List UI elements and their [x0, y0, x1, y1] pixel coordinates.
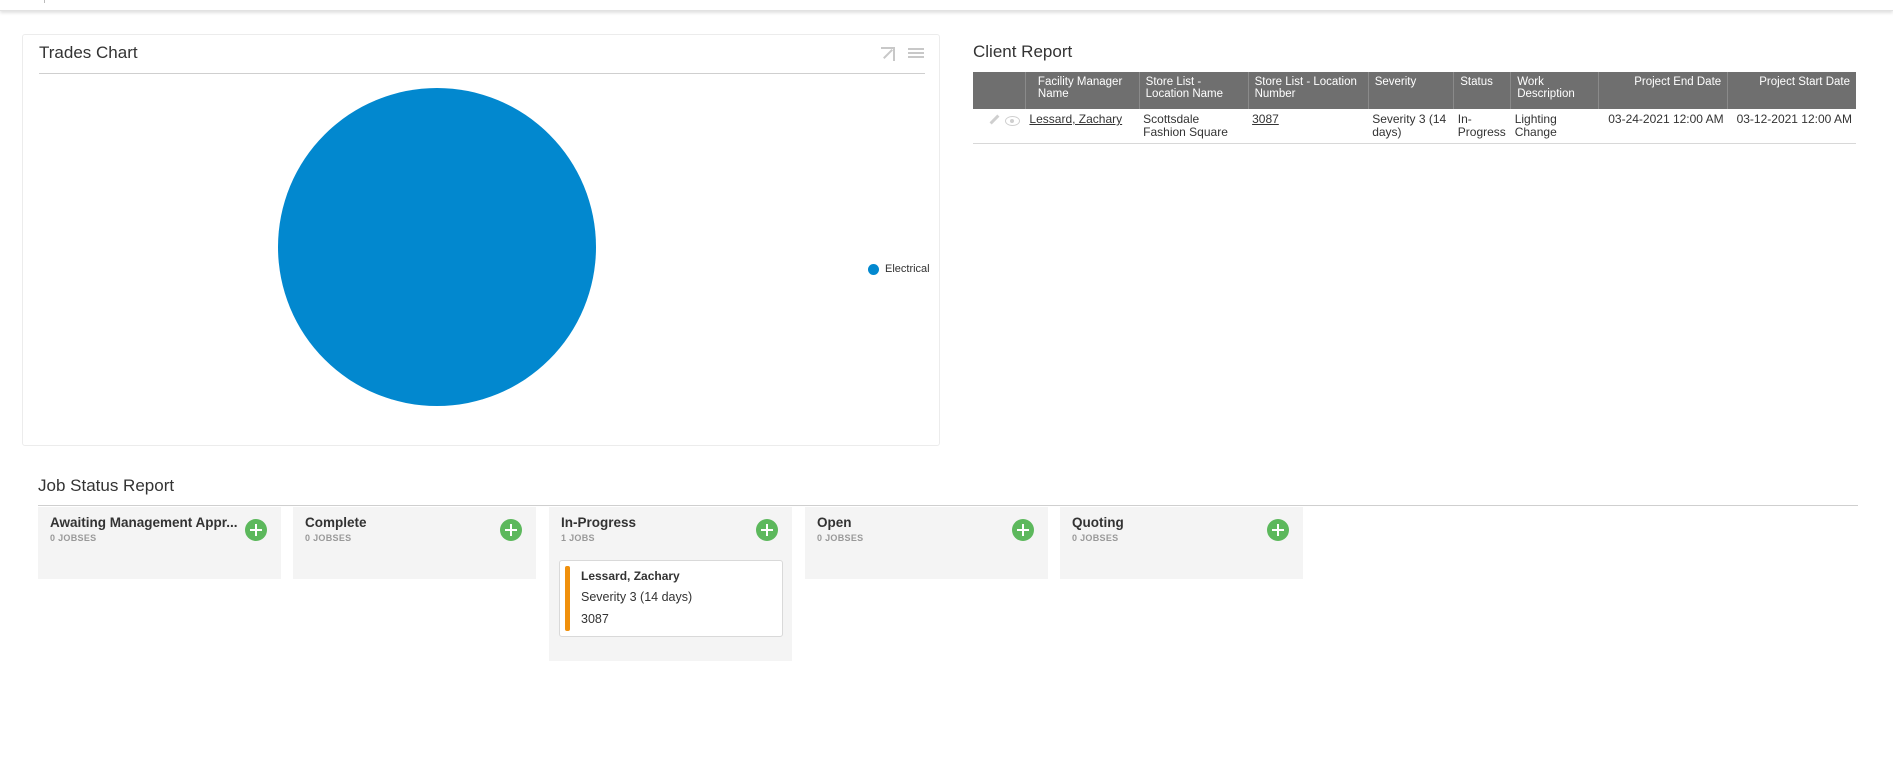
card-manager-name: Lessard, Zachary	[581, 569, 680, 583]
col-facility-manager[interactable]: Facility Manager Name	[1025, 72, 1140, 109]
card-status-bar	[565, 566, 570, 631]
client-report-title: Client Report	[973, 42, 1073, 61]
top-bar	[0, 0, 1893, 11]
lane-count: 1 JOBS	[561, 533, 595, 543]
legend-label-electrical: Electrical	[885, 263, 930, 275]
col-actions	[973, 72, 1026, 109]
row-actions-cell	[973, 109, 1026, 144]
pie-slice-electrical[interactable]	[278, 88, 596, 406]
lane-complete: Complete 0 JOBSES	[293, 507, 536, 579]
cell-facility-manager: Lessard, Zachary	[1025, 109, 1140, 144]
job-card[interactable]: Lessard, Zachary Severity 3 (14 days) 30…	[559, 560, 783, 637]
add-job-button[interactable]	[1012, 519, 1034, 541]
lane-count: 0 JOBSES	[1072, 533, 1119, 543]
cell-status: In-Progress	[1453, 109, 1511, 144]
col-location-number[interactable]: Store List - Location Number	[1248, 72, 1369, 109]
cell-location-number: 3087	[1248, 109, 1369, 144]
cell-project-end-date: 03-24-2021 12:00 AM	[1598, 109, 1728, 144]
row-actions	[977, 113, 1021, 126]
lane-awaiting-management-approval: Awaiting Management Appr... 0 JOBSES	[38, 507, 281, 579]
menu-icon[interactable]	[907, 45, 925, 61]
legend-swatch	[868, 263, 879, 275]
job-status-divider	[38, 505, 1858, 506]
job-status-title: Job Status Report	[38, 476, 175, 495]
table-row: Lessard, Zachary Scottsdale Fashion Squa…	[973, 109, 1856, 144]
lane-in-progress: In-Progress 1 JOBS Lessard, Zachary Seve…	[549, 507, 792, 661]
lane-open: Open 0 JOBSES	[805, 507, 1048, 579]
lane-name: In-Progress	[561, 515, 637, 530]
lane-count: 0 JOBSES	[305, 533, 352, 543]
lane-name: Quoting	[1072, 515, 1124, 530]
lane-name: Open	[817, 515, 852, 530]
client-report-table: Facility Manager Name Store List - Locat…	[973, 72, 1856, 144]
add-job-button[interactable]	[245, 519, 267, 541]
cell-severity: Severity 3 (14 days)	[1368, 109, 1454, 144]
location-number-link[interactable]: 3087	[1252, 112, 1279, 126]
lane-count: 0 JOBSES	[817, 533, 864, 543]
chart-divider	[39, 73, 925, 74]
lane-quoting: Quoting 0 JOBSES	[1060, 507, 1303, 579]
trades-chart-panel: Trades Chart Electrical	[22, 34, 940, 446]
col-work-description[interactable]: Work Description	[1510, 72, 1600, 109]
edit-pencil-icon[interactable]	[989, 115, 999, 125]
cell-work-description: Lighting Change	[1510, 109, 1599, 144]
add-job-button[interactable]	[500, 519, 522, 541]
col-location-name[interactable]: Store List - Location Name	[1139, 72, 1249, 109]
cell-project-start-date: 03-12-2021 12:00 AM	[1727, 109, 1856, 144]
top-bar-divider	[44, 0, 45, 3]
table-header-row: Facility Manager Name Store List - Locat…	[973, 72, 1856, 109]
cell-location-name: Scottsdale Fashion Square	[1139, 109, 1249, 144]
col-status[interactable]: Status	[1453, 72, 1512, 109]
add-job-button[interactable]	[1267, 519, 1289, 541]
expand-icon[interactable]	[879, 45, 897, 61]
add-job-button[interactable]	[756, 519, 778, 541]
facility-manager-link[interactable]: Lessard, Zachary	[1029, 112, 1123, 126]
chart-toolbar	[879, 45, 925, 61]
pie-chart	[278, 88, 596, 406]
lane-name: Complete	[305, 515, 367, 530]
card-location-number: 3087	[581, 612, 609, 626]
lane-name: Awaiting Management Appr...	[50, 515, 238, 530]
trades-chart-title: Trades Chart	[39, 43, 138, 62]
view-eye-icon[interactable]	[1005, 116, 1020, 126]
col-project-start-date[interactable]: Project Start Date	[1727, 72, 1856, 109]
chart-legend[interactable]: Electrical	[868, 263, 930, 275]
card-severity: Severity 3 (14 days)	[581, 590, 693, 604]
lane-count: 0 JOBSES	[50, 533, 97, 543]
col-severity[interactable]: Severity	[1368, 72, 1455, 109]
col-project-end-date[interactable]: Project End Date	[1598, 72, 1729, 109]
